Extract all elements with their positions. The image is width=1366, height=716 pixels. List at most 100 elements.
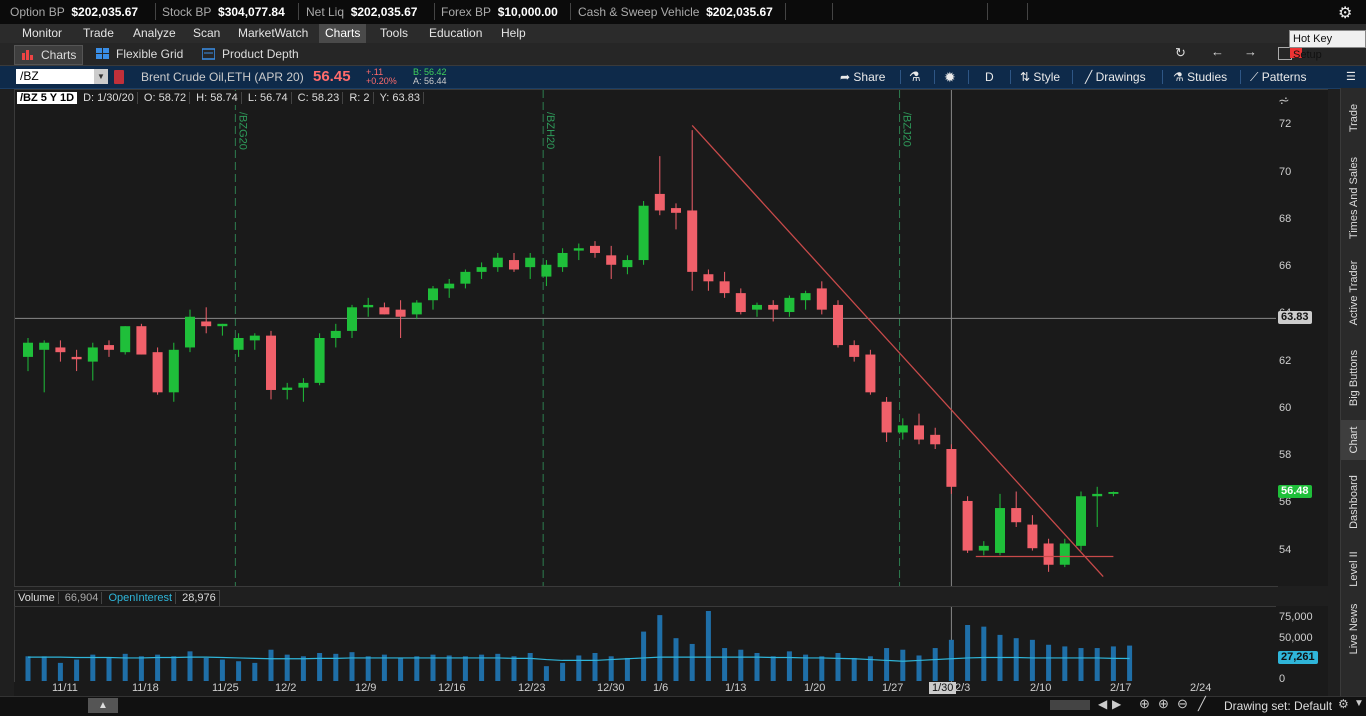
crosshair-icon[interactable]: ⊕ bbox=[1139, 696, 1150, 711]
volume-bar bbox=[268, 649, 274, 681]
volume-bar bbox=[1094, 648, 1100, 681]
drawings-button[interactable]: ╱ Drawings bbox=[1085, 70, 1146, 84]
menu-icon[interactable]: ☰ bbox=[1346, 71, 1356, 83]
forward-arrow-icon[interactable]: → bbox=[1244, 44, 1257, 59]
volume-panel[interactable] bbox=[14, 606, 1278, 684]
zoom-in-icon[interactable]: ⊕ bbox=[1158, 696, 1169, 711]
chart-header: /BZ 5 Y 1D bbox=[17, 92, 78, 104]
patterns-button[interactable]: ⟋ Patterns bbox=[1250, 70, 1307, 84]
volume-bar bbox=[916, 655, 922, 681]
price-chart-panel[interactable]: /BZG20/BZH20/BZJ20 /BZ 5 Y 1D D: 1/30/20… bbox=[14, 89, 1278, 587]
share-icon: ➦ bbox=[840, 70, 851, 84]
volume-tick-label: 50,000 bbox=[1279, 631, 1313, 644]
candle-body bbox=[719, 281, 730, 294]
menu-charts[interactable]: Charts bbox=[319, 24, 367, 43]
drawing-set-dropdown-icon[interactable]: ▼ bbox=[1354, 698, 1364, 709]
back-arrow-icon[interactable]: ← bbox=[1211, 44, 1224, 59]
zoom-out-icon[interactable]: ⊖ bbox=[1177, 696, 1188, 711]
tab-product-depth[interactable]: Product Depth bbox=[196, 45, 305, 63]
menu-analyze[interactable]: Analyze bbox=[133, 26, 176, 40]
draw-line-icon[interactable]: ╱ bbox=[1198, 696, 1206, 711]
link-color-icon[interactable] bbox=[1290, 47, 1302, 58]
candle-body bbox=[881, 401, 892, 433]
tab-charts[interactable]: Charts bbox=[14, 45, 84, 65]
volume-bar bbox=[803, 654, 809, 681]
time-tick-label: 11/18 bbox=[132, 682, 159, 694]
candle-body bbox=[784, 297, 795, 313]
candle-body bbox=[363, 304, 374, 308]
scroll-left-icon[interactable]: ◀ bbox=[1098, 697, 1108, 711]
symbol-input[interactable]: /BZ ▼ bbox=[16, 69, 108, 84]
volume-bar bbox=[608, 656, 614, 681]
price-tick-label: 60 bbox=[1279, 401, 1292, 414]
tab-flexible-grid[interactable]: Flexible Grid bbox=[90, 45, 189, 63]
candle-body bbox=[962, 500, 973, 551]
candle-body bbox=[185, 316, 195, 348]
volume-bar bbox=[41, 656, 47, 681]
sidebar-tab-times-and-sales[interactable]: Times And Sales bbox=[1348, 156, 1360, 240]
gear-icon[interactable]: ✹ bbox=[944, 69, 956, 85]
flask-icon[interactable]: ⚗ bbox=[909, 69, 921, 84]
candle-body bbox=[1043, 543, 1054, 565]
time-tick-label: 12/16 bbox=[438, 682, 466, 694]
candle-body bbox=[282, 387, 293, 390]
collapse-toggle-icon[interactable]: ▲ bbox=[88, 698, 118, 713]
candle-body bbox=[735, 293, 746, 313]
menu-tools[interactable]: Tools bbox=[380, 26, 409, 40]
candle-body bbox=[217, 323, 228, 327]
menu-help[interactable]: Help bbox=[501, 26, 526, 40]
price-chart[interactable]: /BZG20/BZH20/BZJ20 bbox=[15, 90, 1277, 586]
main-menu: Monitor Trade Analyze Scan MarketWatch C… bbox=[0, 24, 1366, 44]
oi-value: 28,976 bbox=[182, 592, 216, 604]
candle-body bbox=[687, 210, 698, 272]
sidebar-tab-chart[interactable]: Chart bbox=[1341, 420, 1366, 460]
symbol-dropdown-icon[interactable]: ▼ bbox=[94, 69, 108, 84]
stock-bp: Stock BP $304,077.84 bbox=[162, 5, 285, 19]
settings-gear-icon[interactable]: ⚙ bbox=[1338, 5, 1353, 22]
candle-body bbox=[233, 338, 244, 350]
candle-body bbox=[71, 356, 82, 360]
volume-tick-label: 75,000 bbox=[1279, 611, 1313, 624]
style-button[interactable]: ⇅ Style bbox=[1020, 70, 1061, 84]
symbol-link-icon[interactable] bbox=[114, 70, 124, 84]
drawing-set-gear-icon[interactable]: ⚙ bbox=[1338, 697, 1349, 711]
sidebar-tab-live-news[interactable]: Live News bbox=[1348, 603, 1360, 655]
menu-monitor[interactable]: Monitor bbox=[22, 26, 63, 40]
time-tick-label: 2/17 bbox=[1110, 682, 1132, 694]
chart-scrollbar[interactable] bbox=[1050, 700, 1090, 710]
trendline[interactable] bbox=[691, 124, 1104, 577]
volume-chart[interactable] bbox=[15, 607, 1277, 683]
volume-bar bbox=[106, 657, 112, 681]
sidebar-tab-big-buttons[interactable]: Big Buttons bbox=[1348, 349, 1360, 407]
studies-icon: ⚗ bbox=[1173, 70, 1184, 84]
chart-tools-icon[interactable]: ⩫ bbox=[1278, 92, 1290, 108]
volume-bar bbox=[414, 656, 420, 681]
menu-education[interactable]: Education bbox=[429, 26, 483, 40]
undo-icon[interactable]: ↻ bbox=[1175, 45, 1186, 60]
menu-scan[interactable]: Scan bbox=[193, 26, 221, 40]
volume-bar bbox=[673, 638, 679, 681]
drawing-set[interactable]: Drawing set: Default bbox=[1224, 699, 1333, 713]
candle-body bbox=[978, 545, 989, 551]
volume-bar bbox=[57, 662, 63, 681]
sidebar-tab-active-trader[interactable]: Active Trader bbox=[1348, 260, 1360, 326]
scroll-right-icon[interactable]: ▶ bbox=[1112, 697, 1122, 711]
price-tick-label: 54 bbox=[1279, 543, 1292, 556]
candle-body bbox=[330, 330, 341, 338]
sidebar-tab-trade[interactable]: Trade bbox=[1348, 103, 1360, 133]
volume-bar bbox=[770, 656, 776, 681]
menu-marketwatch[interactable]: MarketWatch bbox=[238, 26, 309, 40]
volume-bar bbox=[462, 656, 468, 681]
volume-bar bbox=[932, 648, 938, 681]
menu-trade[interactable]: Trade bbox=[83, 26, 114, 40]
candle-body bbox=[444, 283, 455, 289]
studies-button[interactable]: ⚗ Studies bbox=[1173, 70, 1228, 84]
sidebar-tab-level-ii[interactable]: Level II bbox=[1348, 551, 1360, 587]
candle-body bbox=[379, 307, 390, 315]
time-axis: 11/11 11/18 11/25 12/2 12/9 12/16 12/23 12/30 1/… bbox=[14, 682, 1328, 696]
share-button[interactable]: ➦ Share bbox=[840, 70, 886, 84]
period-button[interactable]: D bbox=[985, 70, 994, 84]
sidebar-tab-dashboard[interactable]: Dashboard bbox=[1348, 475, 1360, 529]
right-sidebar: Trade Times And Sales Active Trader Big … bbox=[1340, 88, 1366, 696]
